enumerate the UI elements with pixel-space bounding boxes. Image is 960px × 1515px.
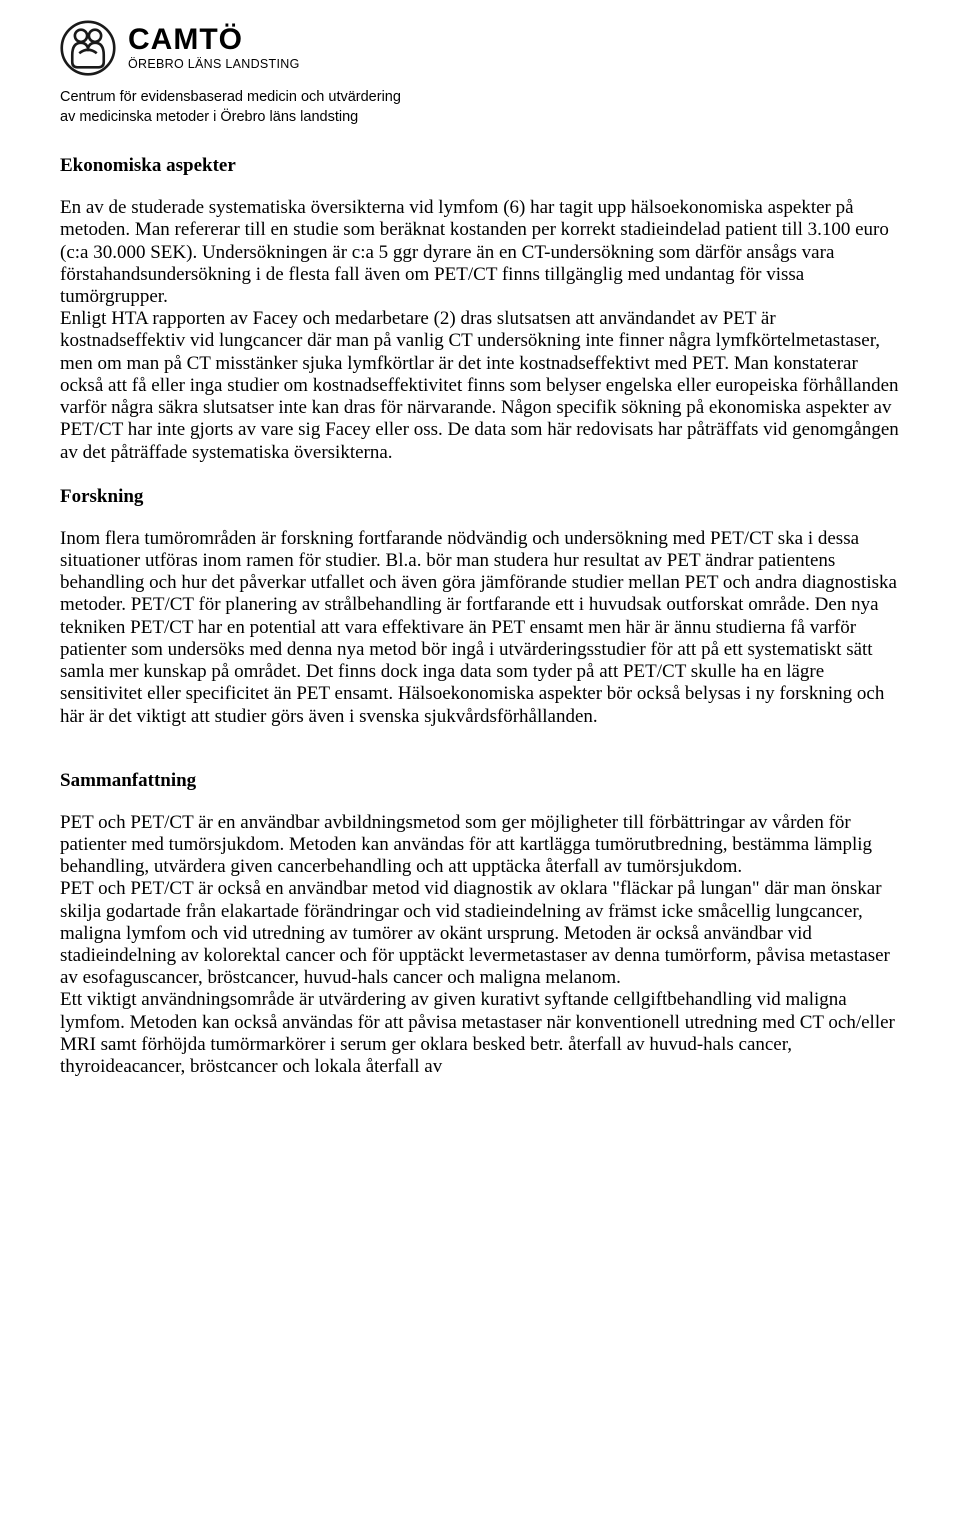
- document-page: CAMTÖ ÖREBRO LÄNS LANDSTING Centrum för …: [0, 0, 960, 1098]
- body-forskning: Inom flera tumörområden är forskning for…: [60, 528, 900, 728]
- body-sammanfattning: PET och PET/CT är en användbar avbildnin…: [60, 812, 900, 1079]
- brand-text-block: CAMTÖ ÖREBRO LÄNS LANDSTING: [128, 25, 300, 71]
- camto-logo-icon: [60, 20, 116, 76]
- brand-title: CAMTÖ: [128, 25, 300, 55]
- heading-sammanfattning: Sammanfattning: [60, 770, 900, 792]
- letterhead-description: Centrum för evidensbaserad medicin och u…: [60, 88, 900, 127]
- letterhead: CAMTÖ ÖREBRO LÄNS LANDSTING Centrum för …: [60, 20, 900, 127]
- heading-ekonomiska: Ekonomiska aspekter: [60, 155, 900, 177]
- brand-subtitle: ÖREBRO LÄNS LANDSTING: [128, 58, 300, 71]
- letterhead-top-row: CAMTÖ ÖREBRO LÄNS LANDSTING: [60, 20, 900, 76]
- heading-forskning: Forskning: [60, 486, 900, 508]
- letterhead-line-1: Centrum för evidensbaserad medicin och u…: [60, 89, 401, 105]
- body-ekonomiska: En av de studerade systematiska översikt…: [60, 197, 900, 464]
- letterhead-line-2: av medicinska metoder i Örebro läns land…: [60, 109, 358, 125]
